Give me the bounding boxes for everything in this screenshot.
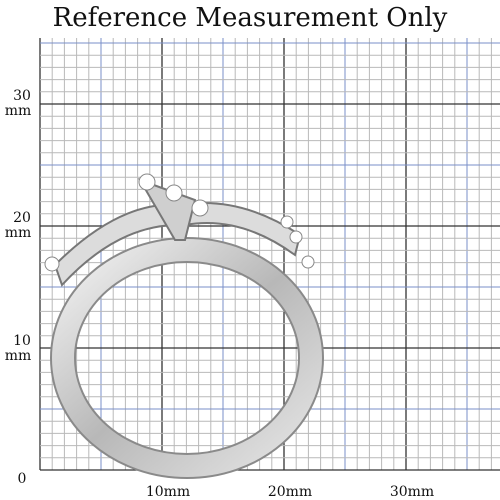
y-label-unit: mm <box>5 103 32 119</box>
y-label-unit: mm <box>5 348 32 364</box>
grid <box>39 38 500 471</box>
x-label: 30mm <box>390 484 434 500</box>
x-label: 10mm <box>146 484 190 500</box>
ring <box>44 173 324 479</box>
origin-label: 0 <box>18 471 27 487</box>
y-label-unit: mm <box>5 225 32 241</box>
y-label-number: 30 <box>13 88 31 104</box>
title: Reference Measurement Only <box>53 3 448 33</box>
y-label-number: 10 <box>13 333 31 349</box>
y-label-number: 20 <box>13 210 31 226</box>
x-label: 20mm <box>268 484 312 500</box>
